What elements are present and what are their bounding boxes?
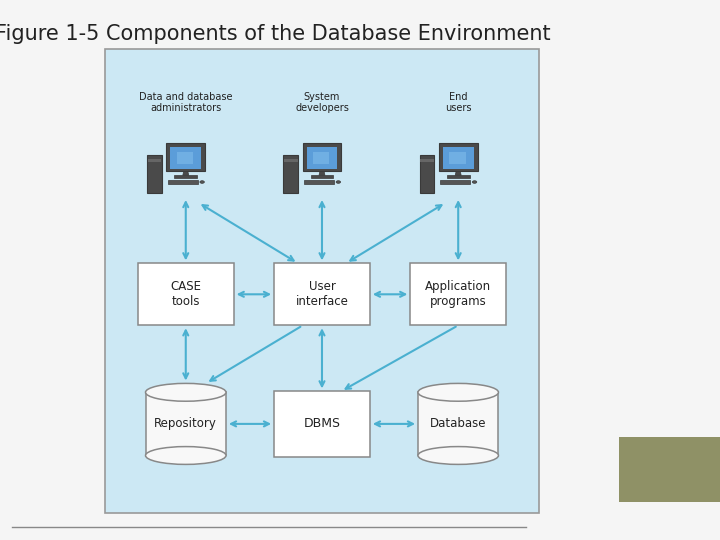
FancyBboxPatch shape bbox=[410, 263, 506, 325]
FancyBboxPatch shape bbox=[138, 263, 234, 325]
FancyBboxPatch shape bbox=[166, 143, 205, 171]
FancyBboxPatch shape bbox=[441, 180, 470, 184]
FancyBboxPatch shape bbox=[105, 49, 539, 513]
FancyBboxPatch shape bbox=[274, 392, 370, 456]
FancyBboxPatch shape bbox=[171, 147, 201, 169]
FancyBboxPatch shape bbox=[447, 176, 469, 178]
Text: End
users: End users bbox=[445, 92, 472, 113]
FancyBboxPatch shape bbox=[304, 180, 334, 184]
FancyBboxPatch shape bbox=[619, 437, 720, 502]
FancyBboxPatch shape bbox=[284, 154, 298, 193]
Text: Repository: Repository bbox=[154, 417, 217, 430]
Ellipse shape bbox=[145, 383, 226, 401]
Text: DBMS: DBMS bbox=[304, 417, 341, 430]
FancyBboxPatch shape bbox=[148, 159, 161, 163]
FancyBboxPatch shape bbox=[302, 143, 341, 171]
Text: CASE
tools: CASE tools bbox=[170, 280, 202, 308]
Ellipse shape bbox=[200, 181, 204, 183]
FancyBboxPatch shape bbox=[307, 147, 338, 169]
Polygon shape bbox=[183, 171, 189, 176]
FancyBboxPatch shape bbox=[177, 152, 193, 164]
FancyBboxPatch shape bbox=[284, 159, 297, 163]
Polygon shape bbox=[418, 392, 498, 455]
Polygon shape bbox=[319, 171, 325, 176]
Ellipse shape bbox=[336, 181, 341, 183]
FancyBboxPatch shape bbox=[439, 143, 477, 171]
FancyBboxPatch shape bbox=[420, 159, 434, 163]
Text: System
developers: System developers bbox=[295, 92, 349, 113]
Ellipse shape bbox=[418, 383, 498, 401]
Text: Database: Database bbox=[430, 417, 487, 430]
FancyBboxPatch shape bbox=[420, 154, 434, 193]
Text: Application
programs: Application programs bbox=[425, 280, 491, 308]
FancyBboxPatch shape bbox=[168, 180, 198, 184]
FancyBboxPatch shape bbox=[274, 263, 370, 325]
Polygon shape bbox=[145, 392, 226, 455]
FancyBboxPatch shape bbox=[174, 176, 197, 178]
FancyBboxPatch shape bbox=[449, 152, 466, 164]
FancyBboxPatch shape bbox=[443, 147, 474, 169]
Ellipse shape bbox=[418, 447, 498, 464]
Text: Data and database
administrators: Data and database administrators bbox=[139, 92, 233, 113]
FancyBboxPatch shape bbox=[147, 154, 162, 193]
Polygon shape bbox=[455, 171, 462, 176]
Ellipse shape bbox=[472, 181, 477, 183]
FancyBboxPatch shape bbox=[311, 176, 333, 178]
FancyBboxPatch shape bbox=[313, 152, 330, 164]
Text: User
interface: User interface bbox=[295, 280, 348, 308]
Text: Figure 1-5 Components of the Database Environment: Figure 1-5 Components of the Database En… bbox=[0, 24, 550, 44]
Ellipse shape bbox=[145, 447, 226, 464]
